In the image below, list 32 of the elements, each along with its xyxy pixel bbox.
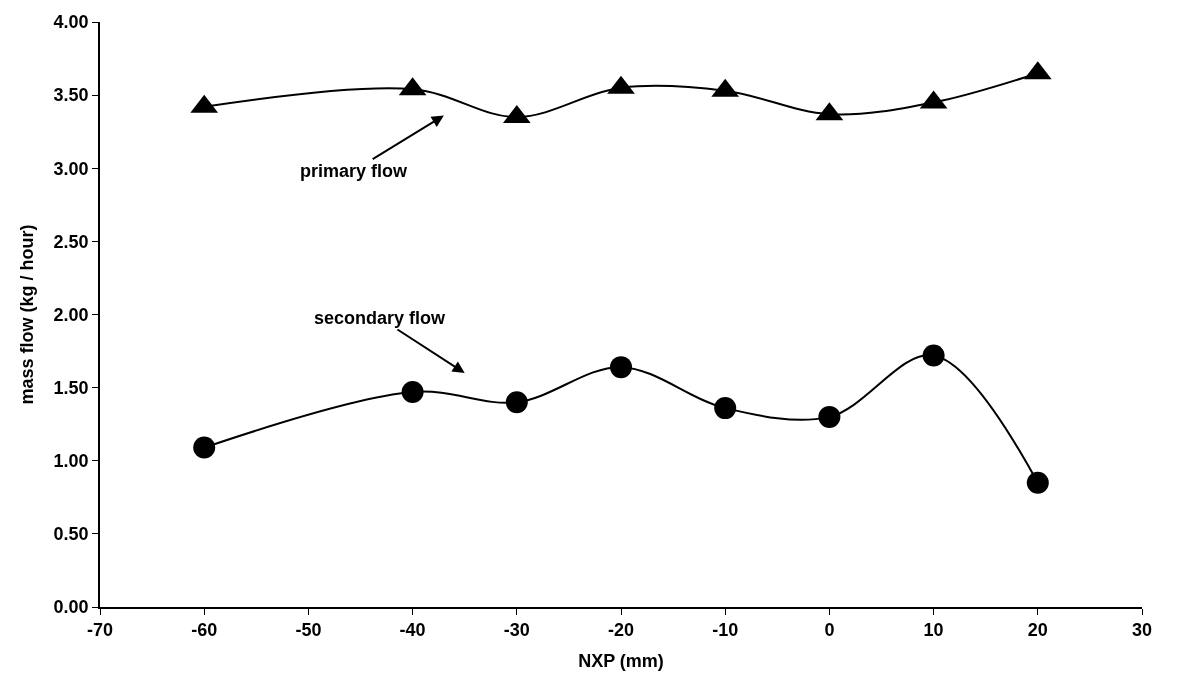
x-tick-label: -50 (295, 620, 322, 641)
x-tick-label: -40 (399, 620, 426, 641)
point (610, 356, 632, 379)
point (922, 344, 945, 367)
x-axis-title: NXP (mm) (578, 650, 664, 671)
y-tick-label: 0.50 (53, 524, 89, 545)
y-tick-label: 2.50 (53, 231, 89, 252)
y-tick-label: 2.00 (53, 304, 89, 325)
y-tick-label: 3.00 (53, 158, 89, 179)
x-tick-label: -10 (712, 620, 739, 641)
x-tick-label: -20 (607, 620, 635, 641)
x-tick-label: -60 (191, 620, 218, 641)
y-tick-label: 4.00 (53, 12, 89, 33)
y-tick-label: 1.00 (53, 451, 89, 472)
x-tick-label: -70 (86, 620, 114, 641)
y-axis-title: mass flow (kg / hour) (17, 224, 38, 405)
point (401, 381, 424, 403)
annotation: primary flow (300, 161, 409, 181)
x-tick-label: 10 (923, 620, 944, 641)
x-tick-label: 30 (1131, 620, 1153, 641)
x-tick-label: 0 (824, 620, 835, 641)
point (193, 436, 216, 459)
x-tick-label: 20 (1027, 620, 1048, 641)
x-tick-label: -30 (503, 620, 530, 641)
point (714, 397, 737, 420)
y-tick-label: 1.50 (53, 377, 89, 398)
y-tick-label: 0.00 (53, 597, 89, 618)
annotation: secondary flow (314, 308, 447, 328)
point (505, 391, 528, 414)
point (1026, 471, 1049, 494)
y-tick-label: 3.50 (53, 85, 89, 106)
point (818, 405, 841, 428)
